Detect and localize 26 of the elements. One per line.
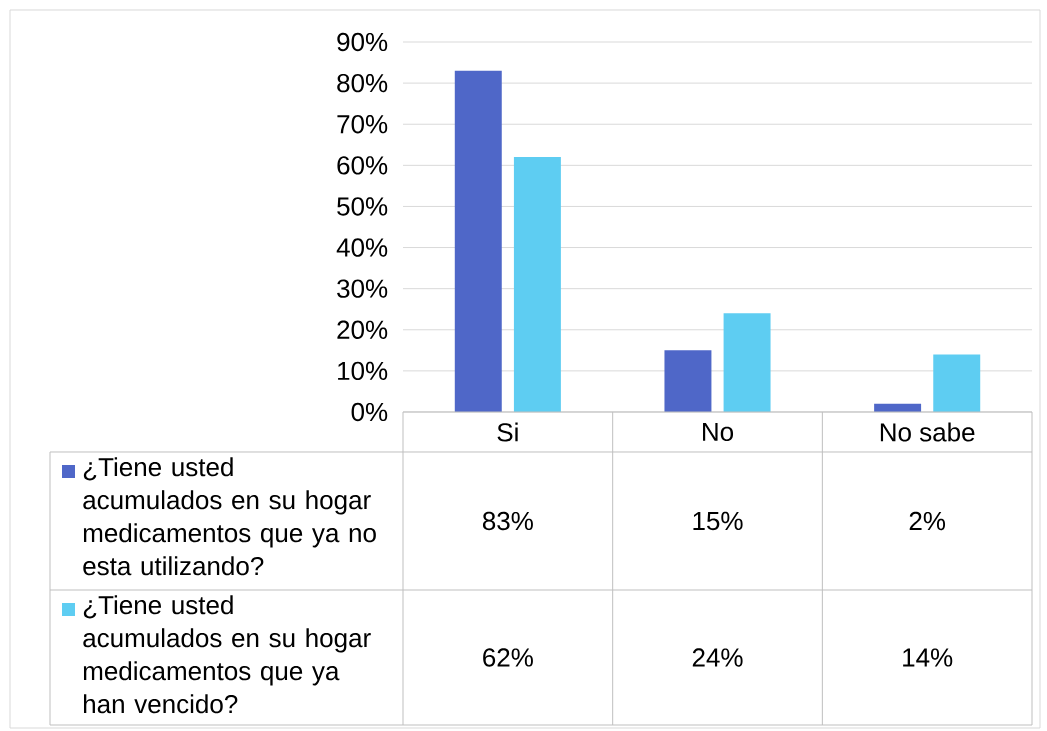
y-tick-label: 70% xyxy=(337,115,388,134)
y-tick-label: 20% xyxy=(337,320,388,339)
legend-label: ¿Tiene usted acumulados en su hogar medicamentos que ya no esta utilizando? xyxy=(83,457,376,576)
bar xyxy=(454,70,502,412)
bar xyxy=(513,157,561,412)
x-tick-label: No sabe xyxy=(880,422,975,442)
y-tick-label: 60% xyxy=(337,156,388,175)
bar xyxy=(664,350,712,412)
y-tick-label: 10% xyxy=(338,361,388,381)
data-label: 2% xyxy=(909,511,946,531)
x-tick-label: Si xyxy=(497,422,518,442)
data-label: 14% xyxy=(903,648,953,667)
y-tick-label: 30% xyxy=(337,279,388,298)
data-label: 15% xyxy=(693,511,743,531)
bar xyxy=(933,354,981,412)
x-tick-label: No xyxy=(703,422,734,442)
y-tick-label: 40% xyxy=(336,238,388,257)
data-label: 62% xyxy=(483,648,533,667)
y-tick-label: 50% xyxy=(337,197,388,216)
bar xyxy=(723,313,771,412)
data-label: 83% xyxy=(482,511,533,531)
legend-label: ¿Tiene usted acumulados en su hogar medicamentos que ya han vencido? xyxy=(83,595,371,714)
y-tick-label: 90% xyxy=(337,32,388,52)
y-tick-label: 80% xyxy=(337,73,388,93)
y-tick-label: 0% xyxy=(351,402,388,422)
data-label: 24% xyxy=(692,648,743,667)
